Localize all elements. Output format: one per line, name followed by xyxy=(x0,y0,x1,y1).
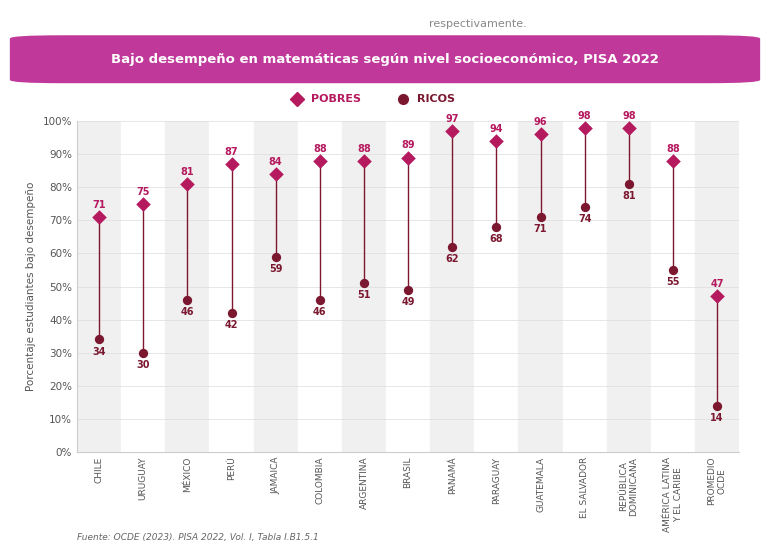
Text: respectivamente.: respectivamente. xyxy=(429,19,526,29)
Point xyxy=(270,252,282,261)
Text: 97: 97 xyxy=(446,114,459,124)
Point xyxy=(490,137,503,145)
Text: 34: 34 xyxy=(92,347,105,356)
Text: 71: 71 xyxy=(92,200,105,210)
Point xyxy=(137,348,149,357)
Point xyxy=(711,401,723,410)
Point xyxy=(313,295,326,304)
Text: 88: 88 xyxy=(357,144,371,154)
Text: 51: 51 xyxy=(357,290,370,300)
Bar xyxy=(342,121,386,452)
Point xyxy=(137,199,149,208)
Text: 30: 30 xyxy=(136,360,150,370)
Point xyxy=(578,203,591,212)
Bar xyxy=(651,121,695,452)
Text: 42: 42 xyxy=(225,320,238,330)
Point xyxy=(446,242,458,251)
Point xyxy=(226,309,238,317)
Text: POBRES: POBRES xyxy=(311,94,361,104)
FancyBboxPatch shape xyxy=(10,35,760,83)
Bar xyxy=(253,121,298,452)
Point xyxy=(226,160,238,169)
Text: 59: 59 xyxy=(269,264,283,274)
Point xyxy=(181,180,193,188)
Text: 74: 74 xyxy=(578,214,591,224)
Bar xyxy=(209,121,253,452)
Text: Fuente: OCDE (2023). PISA 2022, Vol. I, Tabla I.B1.5.1: Fuente: OCDE (2023). PISA 2022, Vol. I, … xyxy=(77,533,319,542)
Text: 88: 88 xyxy=(313,144,326,154)
Bar xyxy=(386,121,430,452)
Text: 96: 96 xyxy=(534,117,547,127)
Point xyxy=(358,279,370,288)
Point xyxy=(667,156,679,165)
Bar xyxy=(695,121,739,452)
Text: 98: 98 xyxy=(578,111,591,121)
Point xyxy=(711,292,723,301)
Bar xyxy=(474,121,518,452)
Point xyxy=(446,127,458,136)
Point xyxy=(623,180,635,188)
Bar xyxy=(607,121,651,452)
Point xyxy=(534,130,547,139)
Text: 46: 46 xyxy=(181,307,194,317)
Text: 98: 98 xyxy=(622,111,636,121)
Text: 75: 75 xyxy=(136,187,150,197)
Point xyxy=(534,213,547,222)
Point xyxy=(578,123,591,132)
Text: 71: 71 xyxy=(534,224,547,234)
Text: 47: 47 xyxy=(711,279,724,289)
Text: 46: 46 xyxy=(313,307,326,317)
Bar xyxy=(563,121,607,452)
Point xyxy=(402,153,414,162)
Text: 49: 49 xyxy=(401,297,415,307)
Y-axis label: Porcentaje estudiantes bajo desempeño: Porcentaje estudiantes bajo desempeño xyxy=(25,182,35,391)
Point xyxy=(270,170,282,179)
Text: 81: 81 xyxy=(622,191,636,201)
Bar xyxy=(77,121,121,452)
Point xyxy=(313,156,326,165)
Text: 14: 14 xyxy=(711,413,724,423)
Text: 55: 55 xyxy=(666,277,680,287)
Text: 89: 89 xyxy=(401,141,415,150)
Point xyxy=(623,123,635,132)
Bar xyxy=(298,121,342,452)
Text: RICOS: RICOS xyxy=(417,94,455,104)
Text: 87: 87 xyxy=(225,147,239,157)
Bar xyxy=(166,121,209,452)
Bar xyxy=(121,121,166,452)
Point xyxy=(93,335,105,344)
Point xyxy=(181,295,193,304)
Point xyxy=(402,285,414,294)
Text: 94: 94 xyxy=(490,124,503,134)
Bar xyxy=(430,121,474,452)
Point xyxy=(93,213,105,222)
Text: 81: 81 xyxy=(180,167,194,177)
Text: 62: 62 xyxy=(446,254,459,264)
Point xyxy=(667,266,679,274)
Point xyxy=(490,223,503,231)
Text: 84: 84 xyxy=(269,157,283,167)
Text: 88: 88 xyxy=(666,144,680,154)
Bar xyxy=(518,121,563,452)
Point xyxy=(358,156,370,165)
Text: 68: 68 xyxy=(490,234,504,244)
Text: Bajo desempeño en matemáticas según nivel socioeconómico, PISA 2022: Bajo desempeño en matemáticas según nive… xyxy=(111,53,659,66)
